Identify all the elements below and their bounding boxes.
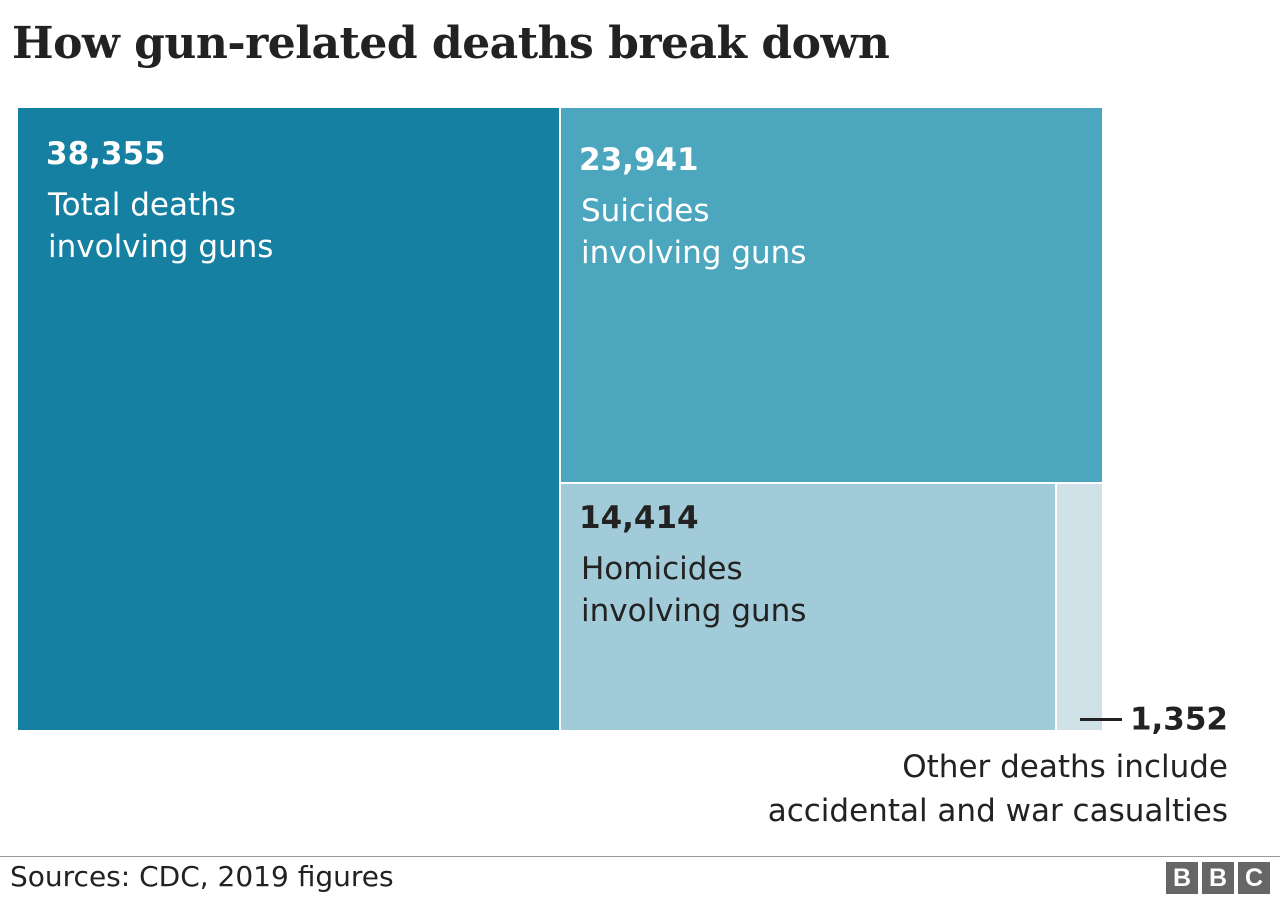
homicides-cell-label: Homicides involving guns (581, 551, 807, 629)
callout-dash (1079, 718, 1122, 721)
homicides-cell: 14,414 Homicides involving guns (561, 484, 1055, 730)
total-deaths-cell-label: Total deaths involving guns (48, 187, 274, 265)
chart-title: How gun-related deaths break down (12, 18, 890, 69)
other-note-line: Other deaths include (902, 749, 1228, 785)
suicides-cell-label: Suicides involving guns (581, 193, 807, 271)
other-deaths-value: 1,352 (1129, 701, 1228, 738)
bbc-logo-letter: B (1202, 862, 1234, 894)
bbc-logo: B B C (1166, 862, 1270, 894)
total-deaths-cell-value: 38,355 (46, 136, 166, 172)
bbc-logo-letter: B (1166, 862, 1198, 894)
suicides-cell: 23,941 Suicides involving guns (561, 108, 1102, 482)
other-deaths-callout: 1,352 (1079, 700, 1228, 738)
other-deaths-note: Other deaths include accidental and war … (768, 745, 1228, 833)
other-deaths-cell (1057, 484, 1102, 730)
other-note-line: accidental and war casualties (767, 793, 1228, 829)
total-deaths-cell: 38,355 Total deaths involving guns (18, 108, 559, 730)
source-note: Sources: CDC, 2019 figures (10, 860, 394, 893)
footer-divider (0, 856, 1280, 857)
homicides-cell-value: 14,414 (579, 500, 699, 536)
bbc-logo-letter: C (1238, 862, 1270, 894)
suicides-cell-value: 23,941 (579, 142, 699, 178)
